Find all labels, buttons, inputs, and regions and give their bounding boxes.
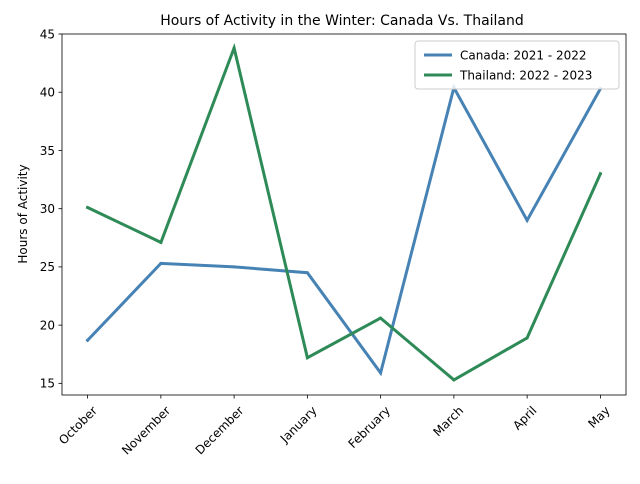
y-tick-label: 25 (40, 260, 55, 274)
y-tick-label: 20 (40, 318, 55, 332)
data-point (232, 265, 236, 269)
data-point (232, 46, 236, 50)
data-point (305, 356, 309, 360)
x-tick-label: October (56, 403, 100, 447)
x-tick-label: April (510, 403, 539, 432)
data-point (379, 316, 383, 320)
y-tick-label: 35 (40, 144, 55, 158)
y-axis-label: Hours of Activity (16, 164, 30, 263)
legend-label: Thailand: 2022 - 2023 (459, 68, 592, 82)
data-point (159, 261, 163, 265)
legend-box (414, 40, 620, 90)
x-tick-label: March (430, 403, 466, 439)
data-point (525, 336, 529, 340)
axes-frame (61, 33, 627, 396)
data-point (86, 206, 90, 210)
y-tick-label: 15 (40, 377, 55, 391)
data-point (452, 378, 456, 382)
legend-label: Canada: 2021 - 2022 (460, 48, 587, 62)
series-line-0 (85, 83, 603, 377)
legend: Canada: 2021 - 2022 Thailand: 2022 - 2023 (414, 40, 620, 90)
y-tick-label: 40 (40, 86, 55, 100)
data-point (86, 338, 90, 342)
x-tick-label: May (585, 403, 612, 430)
data-point (598, 172, 602, 176)
x-tick-label: February (345, 403, 393, 451)
x-tick-label: January (277, 403, 320, 446)
x-tick-label: December (193, 403, 247, 457)
y-tick-label: 45 (40, 27, 55, 41)
data-point (379, 371, 383, 375)
data-point (305, 271, 309, 275)
data-point (525, 218, 529, 222)
plot-area: 15 20 25 30 35 40 45 October November December Jan… (40, 27, 627, 457)
chart-title: Hours of Activity in the Winter: Canada … (160, 13, 524, 29)
series-line-1 (85, 42, 603, 382)
data-point (159, 240, 163, 244)
y-tick-label: 30 (40, 202, 55, 216)
x-tick-label: November (119, 403, 173, 457)
